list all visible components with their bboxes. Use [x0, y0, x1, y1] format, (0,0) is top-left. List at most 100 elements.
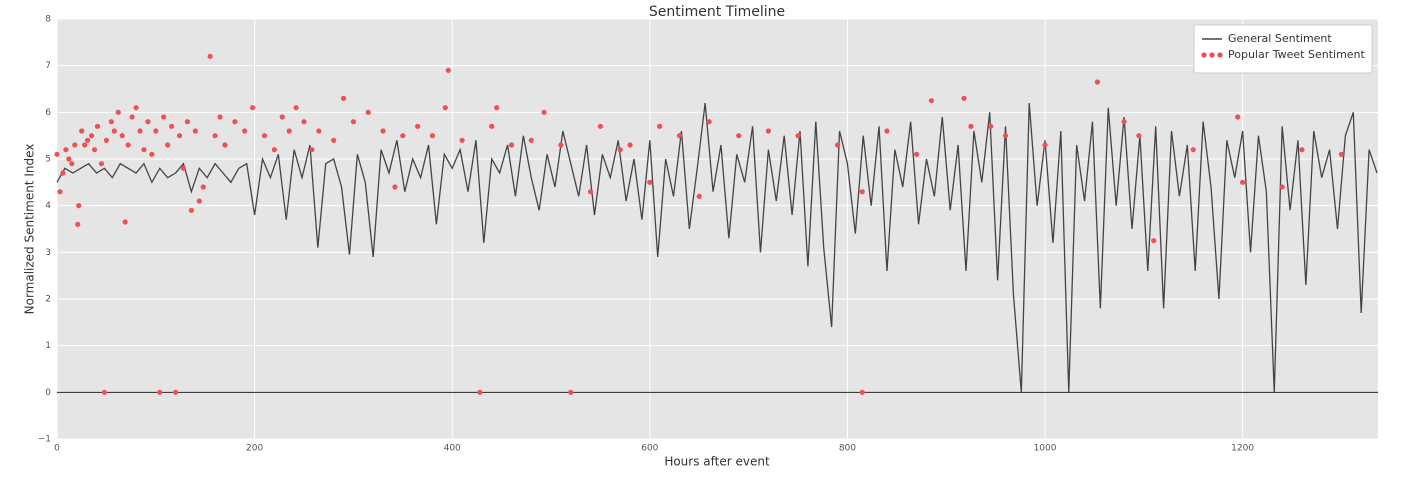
tweet-point: [133, 105, 139, 111]
tweet-point: [988, 123, 994, 129]
tweet-point: [57, 189, 63, 195]
tweet-point: [859, 389, 865, 395]
tweet-point: [122, 219, 128, 225]
tweet-point: [82, 142, 88, 148]
tweet-point: [477, 389, 483, 395]
y-tick-label: 0: [45, 388, 51, 398]
tweet-point: [192, 128, 198, 134]
tweet-point: [489, 123, 495, 129]
tweet-point: [647, 179, 653, 185]
tweet-point: [180, 165, 187, 171]
tweet-point: [69, 161, 75, 167]
tweet-point: [587, 189, 594, 195]
tweet-point: [172, 389, 179, 395]
tweet-point: [125, 142, 131, 148]
tweet-point: [340, 95, 347, 101]
y-tick-label: 5: [45, 155, 51, 165]
tweet-point: [111, 128, 117, 134]
tweet-point: [568, 389, 574, 395]
y-axis-label: Normalized Sentiment Index: [23, 144, 37, 315]
tweet-point: [445, 67, 451, 73]
legend-box: [1193, 24, 1373, 74]
tweet-point: [968, 123, 974, 129]
tweet-point: [108, 119, 114, 125]
x-tick-label: 400: [444, 444, 461, 454]
legend-label: Popular Tweet Sentiment: [1228, 48, 1366, 61]
tweet-point: [63, 147, 69, 153]
tweet-point: [1042, 142, 1048, 148]
tweet-point: [316, 128, 322, 134]
y-tick-label: 1: [45, 341, 51, 351]
tweet-point: [795, 133, 801, 139]
x-tick-label: 200: [246, 444, 263, 454]
tweet-point: [165, 142, 171, 148]
tweet-point: [79, 128, 85, 134]
tweet-point: [1235, 114, 1241, 120]
tweet-point: [60, 170, 66, 176]
tweet-point: [400, 133, 406, 139]
tweet-point: [66, 156, 72, 162]
tweet-point: [222, 142, 228, 148]
tweet-point: [207, 53, 213, 59]
tweet-point: [617, 147, 623, 153]
tweet-point: [212, 133, 218, 139]
tweet-point: [696, 193, 702, 199]
tweet-point: [76, 203, 82, 209]
tweet-point: [309, 147, 315, 153]
tweet-point: [597, 123, 604, 129]
plot-area: [57, 19, 1378, 439]
tweet-point: [91, 147, 98, 153]
legend-label: General Sentiment: [1228, 32, 1332, 45]
tweet-point: [161, 114, 167, 120]
tweet-point: [119, 133, 125, 139]
tweet-point: [137, 128, 143, 134]
tweet-point: [1121, 119, 1127, 125]
chart-title: Sentiment Timeline: [649, 4, 785, 20]
x-tick-label: 1200: [1231, 444, 1254, 454]
tweet-point: [103, 137, 110, 143]
tweet-point: [1136, 133, 1142, 139]
tweet-point: [85, 137, 91, 143]
tweet-point: [250, 105, 256, 111]
tweet-point: [442, 105, 448, 111]
tweet-point: [54, 151, 60, 157]
tweet-point: [94, 123, 101, 129]
tweet-point: [541, 109, 547, 115]
legend-swatch: [1217, 52, 1223, 58]
tweet-point: [1002, 133, 1009, 139]
tweet-point: [834, 142, 841, 148]
y-tick-label: 3: [45, 248, 51, 258]
tweet-point: [1094, 79, 1100, 85]
tweet-point: [884, 128, 890, 134]
tweet-point: [494, 105, 500, 111]
legend-swatch: [1209, 52, 1215, 58]
tweet-point: [286, 128, 292, 134]
tweet-point: [657, 123, 663, 129]
sentiment-line: [56, 102, 1378, 393]
x-tick-label: 800: [839, 444, 856, 454]
y-tick-label: 6: [45, 108, 51, 118]
tweet-point: [157, 389, 163, 395]
tweet-point: [145, 119, 151, 125]
tweet-point: [765, 128, 771, 134]
y-tick-label: 8: [45, 15, 51, 25]
tweet-point: [88, 133, 95, 139]
tweet-point: [415, 123, 421, 129]
tweet-point: [271, 147, 277, 153]
x-tick-label: 1000: [1034, 444, 1057, 454]
tweet-point: [459, 137, 465, 143]
tweet-point: [913, 151, 920, 157]
tweet-point: [200, 184, 206, 190]
tweet-point: [928, 98, 935, 104]
tweet-point: [217, 114, 223, 120]
tweet-point: [676, 133, 683, 139]
tweet-point: [115, 109, 121, 115]
tweet-point: [961, 95, 967, 101]
tweet-point: [1240, 179, 1246, 185]
tweet-point: [261, 133, 268, 139]
tweet-point: [72, 142, 78, 148]
tweet-point: [558, 142, 564, 148]
tweet-point: [1338, 151, 1345, 157]
legend-swatch: [1201, 52, 1207, 58]
x-axis-label: Hours after event: [664, 455, 770, 469]
